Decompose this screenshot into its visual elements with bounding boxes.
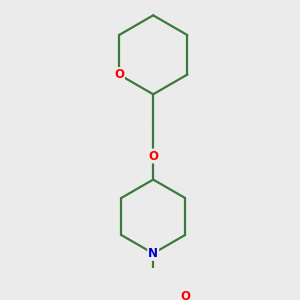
Text: O: O [180,290,190,300]
Text: O: O [148,149,158,163]
Text: N: N [148,247,158,260]
Text: O: O [114,68,124,81]
